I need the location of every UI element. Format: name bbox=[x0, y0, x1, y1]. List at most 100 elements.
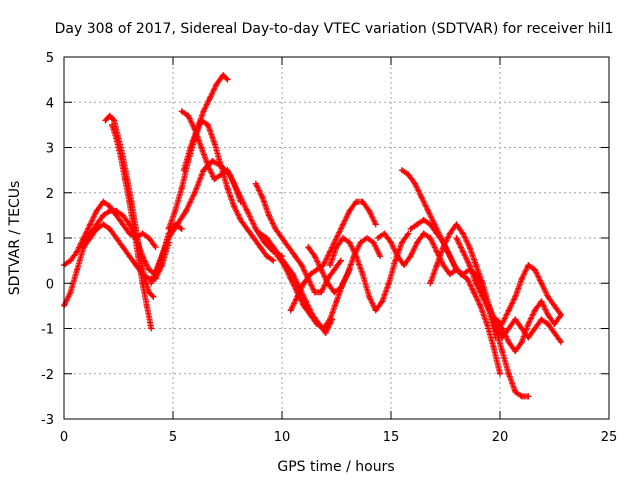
data-point bbox=[326, 316, 333, 323]
data-point bbox=[311, 289, 318, 296]
data-point bbox=[237, 198, 244, 205]
data-point bbox=[74, 266, 81, 273]
data-point bbox=[544, 293, 551, 300]
data-point bbox=[544, 320, 551, 327]
data-point bbox=[300, 302, 307, 309]
data-point bbox=[200, 108, 207, 115]
data-point bbox=[538, 316, 545, 323]
y-tick-label: -3 bbox=[41, 413, 54, 428]
data-point bbox=[353, 198, 360, 205]
data-point bbox=[433, 248, 440, 255]
data-point bbox=[551, 330, 558, 337]
data-point bbox=[185, 112, 192, 119]
y-tick-label: 4 bbox=[46, 96, 54, 111]
data-point bbox=[407, 225, 414, 232]
data-point bbox=[366, 293, 373, 300]
data-point bbox=[538, 280, 545, 287]
data-point bbox=[156, 257, 163, 264]
data-point bbox=[224, 167, 231, 174]
data-point bbox=[337, 257, 344, 264]
x-tick-label: 15 bbox=[383, 430, 400, 445]
data-point bbox=[531, 307, 538, 314]
data-point bbox=[259, 194, 266, 201]
data-point bbox=[372, 307, 379, 314]
data-point bbox=[231, 180, 238, 187]
data-point bbox=[143, 302, 150, 309]
data-point bbox=[340, 221, 347, 228]
data-point bbox=[261, 239, 268, 246]
data-point bbox=[346, 239, 353, 246]
data-point bbox=[252, 225, 259, 232]
data-point bbox=[209, 158, 216, 165]
data-point bbox=[80, 235, 87, 241]
data-point bbox=[453, 221, 460, 228]
data-point bbox=[466, 244, 473, 251]
data-point bbox=[307, 311, 314, 318]
data-point bbox=[433, 230, 440, 237]
data-point bbox=[453, 266, 460, 273]
data-point bbox=[364, 235, 371, 241]
y-tick-label: -1 bbox=[41, 323, 54, 338]
data-point bbox=[512, 316, 519, 323]
data-point bbox=[100, 221, 107, 228]
data-point bbox=[224, 185, 231, 192]
data-point bbox=[187, 144, 194, 151]
data-point bbox=[525, 262, 532, 269]
data-point bbox=[486, 302, 493, 309]
data-point bbox=[512, 348, 519, 355]
data-point bbox=[518, 393, 525, 400]
data-point bbox=[405, 230, 412, 237]
data-point bbox=[411, 180, 418, 187]
data-point bbox=[459, 248, 466, 255]
data-point bbox=[108, 121, 115, 128]
data-point bbox=[80, 244, 87, 251]
data-point bbox=[279, 235, 285, 241]
data-point bbox=[446, 230, 453, 237]
data-point bbox=[333, 235, 340, 241]
data-point bbox=[492, 316, 499, 323]
data-point bbox=[381, 230, 388, 237]
data-point bbox=[217, 171, 224, 178]
data-point bbox=[483, 320, 490, 327]
x-axis-label: GPS time / hours bbox=[277, 459, 394, 475]
y-tick-label: 3 bbox=[46, 142, 54, 157]
data-point bbox=[172, 207, 179, 214]
data-point bbox=[333, 298, 340, 305]
data-point bbox=[525, 393, 532, 400]
data-point bbox=[420, 230, 427, 237]
data-point bbox=[204, 121, 211, 128]
data-point bbox=[440, 244, 447, 251]
data-point bbox=[126, 198, 133, 205]
data-point bbox=[146, 266, 153, 273]
data-point bbox=[374, 235, 381, 241]
data-point bbox=[252, 180, 259, 187]
data-point bbox=[558, 339, 565, 346]
data-point bbox=[531, 325, 538, 332]
data-point bbox=[106, 203, 113, 210]
data-point bbox=[427, 280, 434, 287]
data-point bbox=[407, 253, 414, 260]
data-point bbox=[74, 248, 81, 255]
data-point bbox=[100, 212, 107, 219]
data-point bbox=[405, 171, 412, 178]
data-point bbox=[337, 284, 344, 291]
data-point bbox=[113, 235, 120, 241]
data-points bbox=[61, 72, 565, 400]
series-track-markers bbox=[305, 235, 384, 296]
data-point bbox=[440, 262, 447, 269]
data-point bbox=[67, 257, 74, 264]
data-point bbox=[139, 280, 146, 287]
data-point bbox=[224, 76, 231, 83]
data-point bbox=[497, 370, 503, 377]
data-point bbox=[270, 257, 277, 264]
data-point bbox=[366, 207, 373, 214]
data-point bbox=[326, 262, 333, 269]
data-point bbox=[213, 81, 220, 88]
data-point bbox=[427, 235, 434, 241]
x-tick-label: 5 bbox=[169, 430, 177, 445]
data-point bbox=[265, 212, 272, 219]
data-point bbox=[298, 262, 305, 269]
data-point bbox=[414, 221, 421, 228]
data-point bbox=[180, 167, 187, 174]
data-point bbox=[135, 253, 142, 260]
